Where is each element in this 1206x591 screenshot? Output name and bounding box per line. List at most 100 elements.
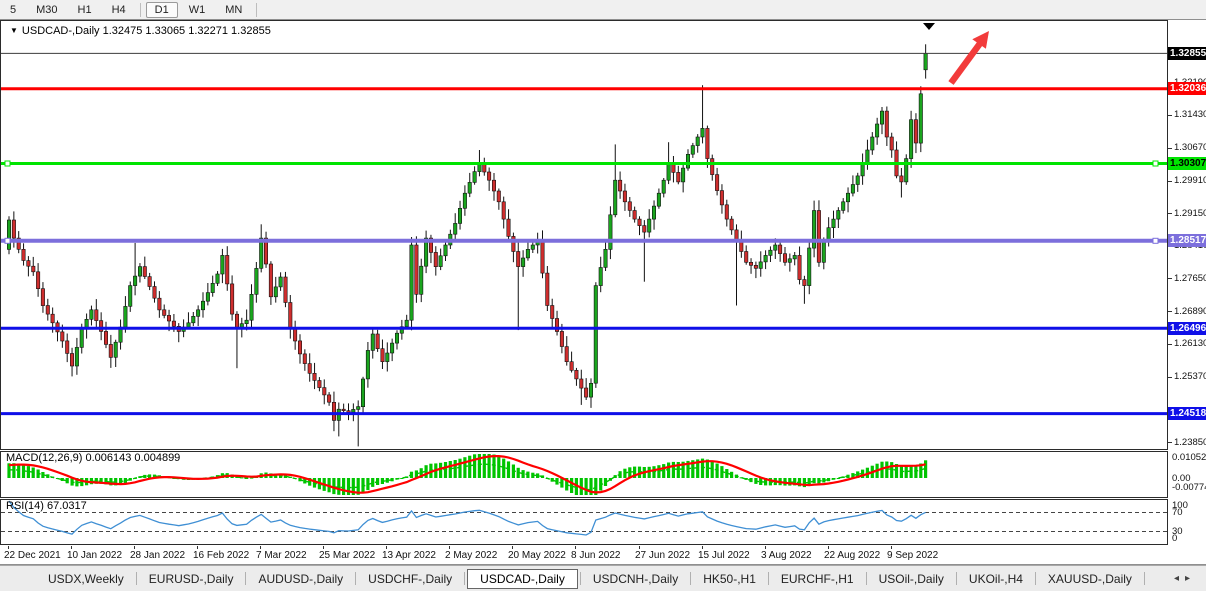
arrow-annotation[interactable]	[948, 31, 989, 85]
date-axis[interactable]: 22 Dec 2021 10 Jan 2022 28 Jan 2022 16 Feb …	[0, 546, 1206, 565]
hline-anchor[interactable]	[1152, 237, 1159, 244]
timeframe-button-H1[interactable]: H1	[77, 3, 92, 16]
timeframe-toolbar: 5 M30 H1 H4 D1 W1 MN	[0, 0, 1206, 20]
price-tick-label: 1.23850	[1174, 437, 1206, 448]
tab-separator	[464, 572, 466, 585]
symbol-dropdown-icon[interactable]: ▼	[10, 26, 18, 35]
date-label: 7 Mar 2022	[256, 550, 307, 561]
price-tick-mark	[1168, 181, 1172, 182]
timeframe-button-5[interactable]: 5	[10, 3, 17, 16]
rsi-label: RSI(14) 67.0317	[6, 500, 87, 512]
price-tick-label: 1.29150	[1174, 208, 1206, 219]
rsi-scale-label: 70	[1172, 507, 1183, 518]
date-label: 10 Jan 2022	[67, 550, 123, 561]
price-tick-mark	[1168, 377, 1172, 378]
price-badge-1.24518: 1.24518	[1168, 407, 1206, 420]
price-tick-mark	[1168, 278, 1172, 279]
price-tick-label: 1.26130	[1174, 338, 1206, 349]
rsi-plot	[1, 500, 1167, 536]
candlestick-chart[interactable]	[1, 21, 1167, 449]
tab-scroll-right-icon[interactable]: ▸	[1184, 573, 1196, 584]
tab-separator	[955, 572, 957, 585]
tab-scrollers: ◂▸	[1174, 573, 1196, 584]
date-label: 22 Aug 2022	[824, 550, 881, 561]
timeframe-button-D1[interactable]: D1	[145, 1, 178, 18]
chart-tab-bar: USDX,Weekly EURUSD-,Daily AUDUSD-,Daily USD…	[0, 565, 1206, 591]
tab-separator	[245, 572, 247, 585]
date-tick-mark	[386, 546, 387, 549]
price-badge-1.28517: 1.28517	[1168, 234, 1206, 247]
price-tick-mark	[1168, 311, 1172, 312]
macd-panel[interactable]	[0, 451, 1168, 498]
hline-anchor[interactable]	[4, 237, 11, 244]
main-chart-panel[interactable]	[0, 20, 1168, 450]
hline-anchor[interactable]	[1152, 160, 1159, 167]
tab-separator	[1143, 572, 1145, 585]
date-label: 15 Jul 2022	[698, 550, 750, 561]
timeframe-button-MN[interactable]: MN	[225, 3, 243, 16]
hline-anchor[interactable]	[4, 160, 11, 167]
tab-eurusd-daily[interactable]: EURUSD-,Daily	[148, 571, 234, 586]
tab-usdcnh-daily[interactable]: USDCNH-,Daily	[592, 571, 679, 586]
date-tick-mark	[639, 546, 640, 549]
price-tick-label: 1.25370	[1174, 371, 1206, 382]
tab-separator	[865, 572, 867, 585]
macd-plot	[7, 454, 928, 495]
date-tick-mark	[71, 546, 72, 549]
rsi-scale-label: 100	[1172, 500, 1188, 511]
chart-title-text: USDCAD-,Daily 1.32475 1.33065 1.32271 1.…	[21, 25, 271, 37]
date-tick-mark	[891, 546, 892, 549]
tab-eurchf-h1[interactable]: EURCHF-,H1	[780, 571, 854, 586]
tab-scroll-left-icon[interactable]: ◂	[1173, 573, 1185, 584]
date-tick-mark	[8, 546, 9, 549]
tab-separator	[690, 572, 692, 585]
date-tick-mark	[575, 546, 576, 549]
tab-hk50-h1[interactable]: HK50-,H1	[703, 571, 756, 586]
macd-values: 0.006143 0.004899	[85, 452, 181, 464]
price-tick-label: 1.29910	[1174, 175, 1206, 186]
date-tick-mark	[323, 546, 324, 549]
timeframe-button-W1[interactable]: W1	[188, 3, 206, 16]
timeframe-button-H4[interactable]: H4	[111, 3, 126, 16]
price-badge-1.30307: 1.30307	[1168, 157, 1206, 170]
price-tick-mark	[1168, 213, 1172, 214]
price-tick-label: 1.26890	[1174, 306, 1206, 317]
tab-usoil-daily[interactable]: USOil-,Daily	[878, 571, 944, 586]
macd-scale-label: -0.00774	[1172, 482, 1206, 493]
date-label: 2 May 2022	[445, 550, 498, 561]
date-tick-mark	[197, 546, 198, 549]
rsi-panel[interactable]	[0, 499, 1168, 545]
price-badge-1.26496: 1.26496	[1168, 322, 1206, 335]
tab-ukoil-h4[interactable]: UKOil-,H4	[968, 571, 1023, 586]
price-axis[interactable]	[1168, 20, 1206, 565]
price-tick-mark	[1168, 442, 1172, 443]
price-tick-mark	[1168, 115, 1172, 116]
rsi-scale-label: 30	[1172, 526, 1183, 537]
tab-usdchf-daily[interactable]: USDCHF-,Daily	[368, 571, 453, 586]
tab-xauusd-daily[interactable]: XAUUSD-,Daily	[1047, 571, 1132, 586]
date-tick-mark	[702, 546, 703, 549]
date-tick-mark	[449, 546, 450, 549]
tab-audusd-daily[interactable]: AUDUSD-,Daily	[258, 571, 344, 586]
date-label: 13 Apr 2022	[382, 550, 436, 561]
date-label: 3 Aug 2022	[761, 550, 812, 561]
macd-label: MACD(12,26,9) 0.006143 0.004899	[6, 452, 181, 464]
price-tick-label: 1.30670	[1174, 142, 1206, 153]
rsi-scale-label: 0	[1172, 533, 1178, 544]
timeframe-button-M30[interactable]: M30	[36, 3, 58, 16]
tab-separator	[579, 572, 581, 585]
tab-usdx-weekly[interactable]: USDX,Weekly	[48, 571, 124, 586]
rsi-value: 67.0317	[46, 500, 87, 512]
toolbar-separator	[139, 2, 141, 17]
date-tick-mark	[260, 546, 261, 549]
date-tick-mark	[765, 546, 766, 549]
tab-separator	[1034, 572, 1036, 585]
date-label: 8 Jun 2022	[571, 550, 621, 561]
price-tick-mark	[1168, 344, 1172, 345]
date-label: 25 Mar 2022	[319, 550, 376, 561]
rsi-line	[8, 500, 926, 536]
date-label: 27 Jun 2022	[635, 550, 691, 561]
chart-title: ▼ USDCAD-,Daily 1.32475 1.33065 1.32271 1…	[10, 25, 271, 37]
tab-usdcad-daily[interactable]: USDCAD-,Daily	[467, 568, 578, 589]
